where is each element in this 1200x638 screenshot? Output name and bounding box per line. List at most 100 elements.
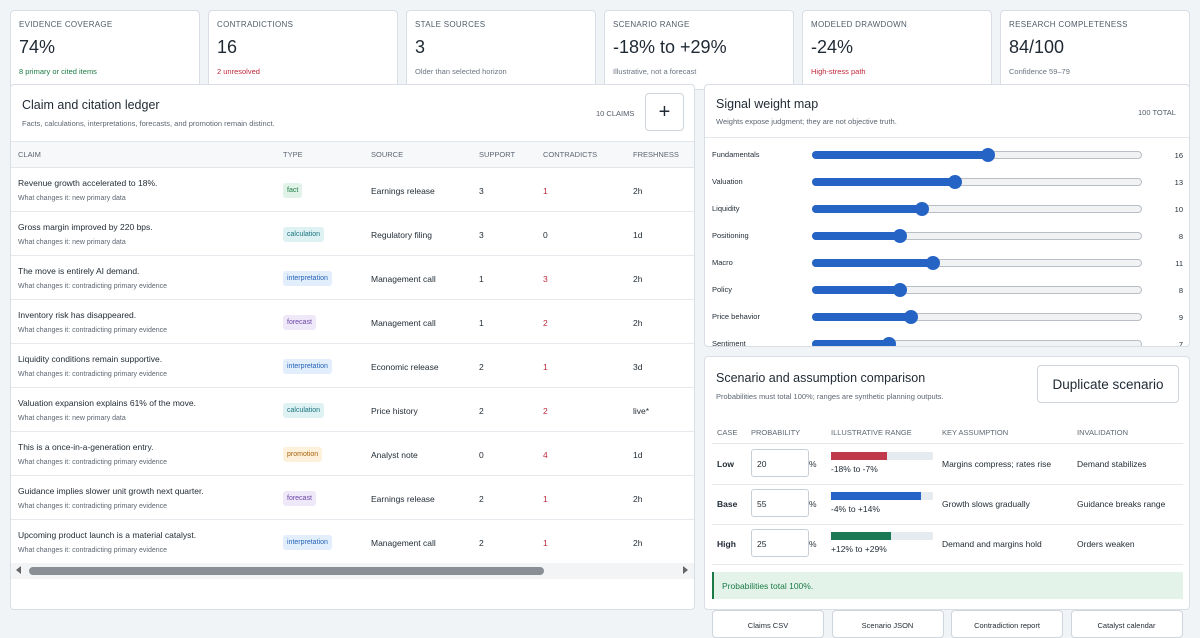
column-header: SUPPORT xyxy=(479,150,516,159)
contradicts: 2 xyxy=(543,406,548,416)
slider-fill xyxy=(812,205,922,213)
type-badge: interpretation xyxy=(283,271,332,286)
duplicate-button[interactable]: Duplicate scenario xyxy=(1037,365,1179,403)
slider-knob[interactable] xyxy=(948,175,962,189)
table-header-bg xyxy=(11,141,694,168)
slider-knob[interactable] xyxy=(893,229,907,243)
invalidation: Demand stabilizes xyxy=(1077,459,1147,469)
column-header: CASE xyxy=(717,428,738,437)
claim-row[interactable]: Revenue growth accelerated to 18%. What c… xyxy=(11,168,694,212)
claim-row[interactable]: Upcoming product launch is a material ca… xyxy=(11,520,694,564)
claim-row[interactable]: Valuation expansion explains 61% of the … xyxy=(11,388,694,432)
signal-name: Fundamentals xyxy=(712,150,760,159)
claim-row[interactable]: This is a once-in-a-generation entry. Wha… xyxy=(11,432,694,476)
invalidation: Orders weaken xyxy=(1077,539,1135,549)
scroll-right[interactable] xyxy=(683,566,688,574)
support: 2 xyxy=(479,494,484,504)
claim-row[interactable]: Guidance implies slower unit growth next… xyxy=(11,476,694,520)
column-header: SOURCE xyxy=(371,150,404,159)
slider-knob[interactable] xyxy=(926,256,940,270)
claim-note: What changes it: new primary data xyxy=(18,415,126,422)
signal-title: Signal weight map xyxy=(716,97,819,111)
freshness: 2h xyxy=(633,318,643,328)
claim-note: What changes it: contradicting primary e… xyxy=(18,547,168,554)
claim-note: What changes it: contradicting primary e… xyxy=(18,503,168,510)
column-header: CONTRADICTS xyxy=(543,150,598,159)
signal-value: 8 xyxy=(1178,286,1183,295)
slider-knob[interactable] xyxy=(904,310,918,324)
kpi-note: 2 unresolved xyxy=(217,67,260,76)
kpi-value: 84/100 xyxy=(1009,37,1065,57)
contradicts: 3 xyxy=(543,274,548,284)
claim-row[interactable]: Liquidity conditions remain supportive. W… xyxy=(11,344,694,388)
slider-knob[interactable] xyxy=(882,337,896,346)
column-header: PROBABILITY xyxy=(751,428,801,437)
type-badge: fact xyxy=(283,183,303,198)
range-label: +12% to +29% xyxy=(831,544,887,554)
signal-name: Policy xyxy=(712,285,733,294)
support: 2 xyxy=(479,362,484,372)
row-divider xyxy=(712,564,1183,565)
signal-name: Macro xyxy=(712,258,733,267)
export-button[interactable]: Claims CSV xyxy=(712,610,824,638)
source: Earnings release xyxy=(371,186,435,196)
type-badge: interpretation xyxy=(283,535,332,550)
signal-total: 100 TOTAL xyxy=(1138,108,1176,117)
claim-text: Guidance implies slower unit growth next… xyxy=(18,486,204,496)
freshness: live* xyxy=(633,406,650,416)
scroll-left[interactable] xyxy=(16,566,21,574)
contradicts: 0 xyxy=(543,230,548,240)
slider-knob[interactable] xyxy=(981,148,995,162)
kpi-card: SCENARIO RANGE -18% to +29% Illustrative, … xyxy=(604,10,794,90)
signal-value: 13 xyxy=(1174,178,1183,187)
type-badge: interpretation xyxy=(283,359,332,374)
kpi-label: CONTRADICTIONS xyxy=(217,20,294,29)
kpi-card: EVIDENCE COVERAGE 74% 8 primary or cited i… xyxy=(10,10,200,90)
total-note: Probabilities total 100%. xyxy=(712,572,1183,599)
claim-row[interactable]: The move is entirely AI demand. What chan… xyxy=(11,256,694,300)
column-header: KEY ASSUMPTION xyxy=(942,428,1009,437)
add-claim-button[interactable]: + xyxy=(645,93,684,131)
kpi-value: 3 xyxy=(415,37,426,57)
source: Economic release xyxy=(371,362,439,372)
export-button[interactable]: Catalyst calendar xyxy=(1070,610,1183,638)
range-label: -18% to -7% xyxy=(831,464,878,474)
type-badge: calculation xyxy=(283,403,325,418)
kpi-label: MODELED DRAWDOWN xyxy=(811,20,908,29)
slider-knob[interactable] xyxy=(893,283,907,297)
case: Low xyxy=(717,459,734,469)
export-button[interactable]: Scenario JSON xyxy=(831,610,944,638)
probability-input[interactable]: 25 xyxy=(751,529,809,557)
slider-fill xyxy=(812,151,988,159)
scenario-panel: Scenario and assumption comparison Probab… xyxy=(704,356,1190,610)
source: Regulatory filing xyxy=(371,230,432,240)
freshness: 1d xyxy=(633,230,643,240)
claim-note: What changes it: contradicting primary e… xyxy=(18,327,168,334)
kpi-value: -18% to +29% xyxy=(613,37,727,57)
kpi-note: Older than selected horizon xyxy=(415,67,507,76)
scrollbar-thumb[interactable] xyxy=(29,567,544,575)
probability-input[interactable]: 20 xyxy=(751,449,809,477)
kpi-value: 74% xyxy=(19,37,56,57)
slider-fill xyxy=(812,232,900,240)
claim-note: What changes it: new primary data xyxy=(18,239,126,246)
support: 2 xyxy=(479,406,484,416)
signal-name: Price behavior xyxy=(712,312,760,321)
claim-row[interactable]: Gross margin improved by 220 bps. What ch… xyxy=(11,212,694,256)
claim-row[interactable]: Inventory risk has disappeared. What chan… xyxy=(11,300,694,344)
range-bar xyxy=(831,532,891,540)
claim-text: Valuation expansion explains 61% of the … xyxy=(18,398,196,408)
kpi-label: RESEARCH COMPLETENESS xyxy=(1009,20,1128,29)
column-header: FRESHNESS xyxy=(633,150,679,159)
support: 3 xyxy=(479,186,484,196)
row-divider xyxy=(712,524,1183,525)
contradicts: 2 xyxy=(543,318,548,328)
column-header: ILLUSTRATIVE RANGE xyxy=(831,428,912,437)
export-button[interactable]: Contradiction report xyxy=(951,610,1063,638)
slider-knob[interactable] xyxy=(915,202,929,216)
slider-fill xyxy=(812,259,933,267)
divider xyxy=(712,443,1183,444)
probability-input[interactable]: 55 xyxy=(751,489,809,517)
type-badge: promotion xyxy=(283,447,323,462)
